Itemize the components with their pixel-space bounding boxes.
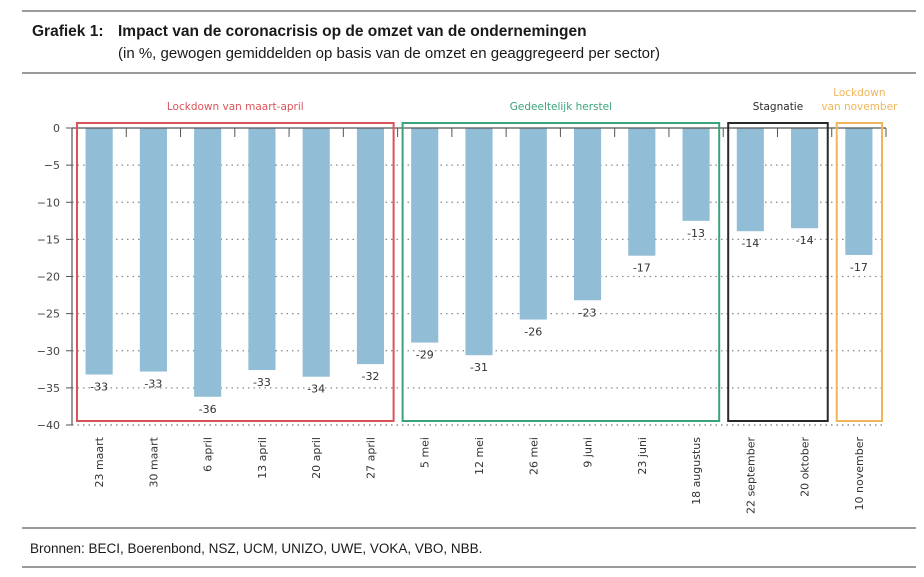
chart-subtitle: (in %, gewogen gemiddelden op basis van …: [118, 45, 661, 62]
x-tick-label: 23 maart: [93, 436, 106, 487]
bar: [302, 128, 330, 377]
y-tick-label: −25: [37, 308, 60, 321]
figure-number: Grafiek 1:: [32, 23, 104, 40]
y-tick-label: −35: [37, 382, 60, 395]
data-label: -36: [199, 403, 217, 416]
footer-rule-top: [22, 527, 916, 529]
bar: [628, 128, 656, 256]
group-label: Gedeeltelijk herstel: [510, 101, 612, 113]
title-text: Impact van de coronacrisis op de omzet v…: [118, 23, 587, 40]
y-tick-label: −5: [44, 159, 60, 172]
group-box: [401, 122, 721, 422]
period-groups: Lockdown van maart-april Gedeeltelijk her…: [76, 87, 898, 422]
y-tick-label: 0: [53, 122, 60, 135]
bar: [465, 128, 493, 356]
data-label: -26: [524, 326, 542, 339]
axes: 0 −5 −10 −15 −20 −25 −30 −35 −40 23 maart 30 maart…: [37, 122, 887, 515]
data-label: -32: [361, 370, 379, 383]
bar: [194, 128, 222, 397]
source-note: Bronnen: BECI, Boerenbond, NSZ, UCM, UNI…: [30, 541, 483, 556]
data-label: -29: [416, 349, 434, 362]
bar: [248, 128, 276, 371]
group-label: Lockdown: [833, 87, 885, 99]
x-tick-label: 20 april: [310, 437, 323, 479]
data-labels: -33 -33 -36 -33 -34 -32 -29 -31 -26 -23 -17 -13 -14 -…: [90, 227, 868, 416]
group-label: Stagnatie: [753, 101, 803, 113]
bars: [85, 128, 873, 397]
data-label: -34: [307, 383, 325, 396]
data-label: -33: [253, 376, 271, 389]
data-label: -33: [90, 381, 108, 394]
group-box: [727, 122, 829, 422]
data-label: -17: [850, 261, 868, 274]
x-tick-label: 6 april: [202, 437, 215, 472]
bar: [139, 128, 167, 372]
data-label: -17: [633, 262, 651, 275]
data-label: -14: [741, 237, 759, 250]
x-tick-label: 23 juni: [636, 437, 649, 475]
x-tick-label: 27 april: [364, 437, 377, 479]
bar: [356, 128, 385, 365]
y-tick-label: −15: [37, 233, 60, 246]
y-tick-label: −30: [37, 345, 60, 358]
x-tick-label: 12 mei: [473, 437, 486, 475]
bar: [736, 128, 764, 232]
data-label: -31: [470, 361, 488, 374]
group-label: Lockdown van maart-april: [167, 101, 304, 113]
chart-title: Grafiek 1: Impact van de coronacrisis op …: [32, 23, 587, 41]
data-label: -13: [687, 227, 705, 240]
bar: [845, 128, 873, 255]
bar: [85, 128, 113, 375]
x-tick-label: 10 november: [853, 437, 866, 511]
x-tick-label: 5 mei: [419, 437, 432, 468]
bar: [519, 128, 547, 320]
y-tick-label: −40: [37, 419, 60, 432]
bar: [411, 128, 439, 343]
bar: [682, 128, 710, 221]
footer-rule-bottom: [22, 566, 916, 568]
bar: [573, 128, 602, 301]
x-tick-label: 13 april: [256, 437, 269, 479]
x-tick-label: 30 maart: [147, 436, 160, 487]
top-rule: [22, 10, 916, 12]
x-tick-label: 9 juni: [582, 437, 595, 468]
group-label: van november: [821, 101, 898, 113]
group-box: [76, 122, 395, 422]
x-tick-label: 22 september: [744, 437, 757, 515]
x-tick-label: 18 augustus: [690, 437, 703, 505]
group-box: [835, 122, 884, 422]
y-tick-label: −10: [37, 196, 60, 209]
data-label: -14: [796, 234, 814, 247]
data-label: -33: [144, 378, 162, 391]
bar: [791, 128, 819, 229]
data-label: -23: [579, 306, 597, 319]
x-tick-label: 26 mei: [527, 437, 540, 475]
header-rule: [22, 72, 916, 74]
y-tick-label: −20: [37, 271, 60, 284]
x-tick-label: 20 oktober: [799, 437, 812, 497]
